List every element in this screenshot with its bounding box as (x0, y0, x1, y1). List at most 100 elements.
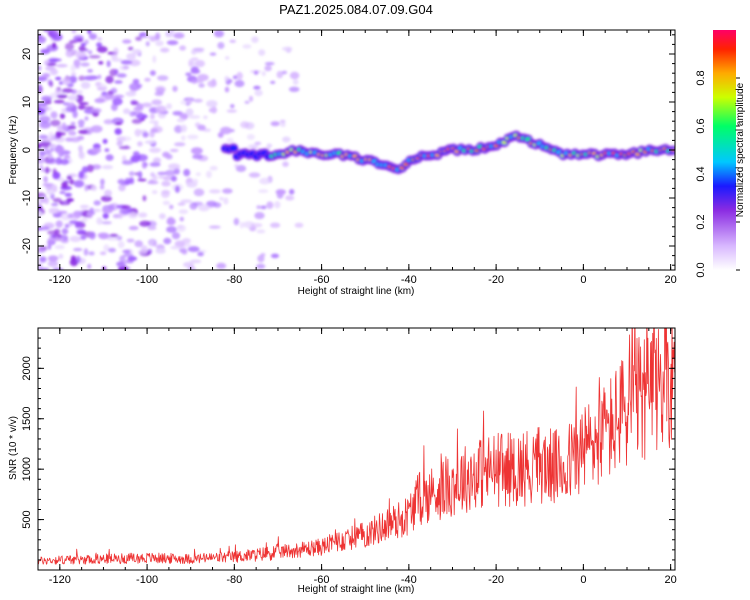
noise-blob (250, 145, 257, 150)
noise-blob (174, 125, 183, 134)
noise-blob (49, 143, 56, 147)
noise-blob (223, 197, 229, 205)
noise-blob (185, 72, 192, 77)
noise-blob (140, 245, 148, 253)
noise-blob (75, 255, 81, 263)
spectrogram-ridge (220, 130, 675, 175)
noise-blob (41, 95, 52, 102)
noise-blob (174, 240, 185, 248)
colorbar-tick-label: 0.8 (695, 70, 707, 85)
noise-blob (51, 202, 59, 207)
noise-blob (48, 153, 53, 159)
noise-blob (73, 59, 81, 67)
noise-blob (123, 253, 134, 258)
noise-blob (209, 189, 221, 194)
noise-blob (100, 178, 105, 186)
noise-blob (207, 80, 217, 88)
noise-blob (121, 160, 134, 165)
noise-blob (88, 251, 95, 256)
noise-blob (47, 260, 59, 267)
noise-blob (71, 30, 77, 34)
noise-blob (193, 98, 203, 103)
noise-blob (188, 115, 201, 119)
snr-y-ticks: 500 1000 1500 2000 (21, 327, 675, 571)
noise-blob (179, 216, 184, 222)
noise-blob (38, 262, 43, 269)
noise-blob (38, 107, 46, 115)
noise-blob (56, 63, 68, 68)
noise-blob (144, 77, 151, 82)
noise-blob (203, 115, 208, 120)
noise-blob (150, 128, 159, 133)
noise-blob (97, 74, 102, 80)
noise-blob (78, 102, 89, 106)
y-tick-label: 10 (21, 96, 33, 108)
noise-blob (137, 178, 147, 182)
noise-blob (234, 164, 239, 168)
noise-blob (187, 265, 196, 270)
noise-blob (49, 81, 54, 88)
noise-blob (38, 247, 46, 253)
noise-blob (192, 154, 204, 160)
noise-blob (42, 198, 49, 203)
noise-blob (80, 62, 90, 67)
snr-series-line (38, 328, 675, 565)
snr-x-ticks: -120 -100 -80 -60 -40 -20 0 20 (37, 328, 677, 586)
noise-blob (282, 161, 289, 167)
noise-blob (151, 190, 158, 195)
noise-blob (113, 68, 119, 75)
noise-blob (106, 60, 111, 68)
noise-blob (281, 46, 293, 51)
noise-blob (126, 207, 133, 212)
noise-blob (217, 42, 225, 49)
noise-blob (139, 220, 151, 227)
noise-blob (197, 251, 204, 257)
noise-blob (55, 88, 61, 95)
noise-blob (47, 230, 58, 235)
noise-blob (73, 180, 85, 188)
noise-blob (48, 30, 56, 38)
noise-blob (190, 66, 199, 73)
noise-blob (289, 71, 300, 80)
noise-blob (87, 30, 92, 35)
noise-blob (254, 212, 265, 220)
noise-blob (45, 185, 54, 190)
noise-blob (126, 238, 135, 243)
noise-blob (141, 102, 153, 108)
noise-blob (239, 221, 244, 229)
noise-blob (38, 267, 50, 270)
noise-blob (64, 42, 75, 51)
noise-blob (116, 73, 127, 78)
noise-blob (122, 39, 132, 44)
noise-blob (253, 70, 259, 75)
noise-blob (279, 119, 286, 123)
noise-blob (168, 163, 181, 170)
noise-blob (38, 201, 42, 207)
noise-blob (38, 115, 51, 124)
noise-blob (125, 91, 137, 97)
noise-blob (60, 213, 72, 221)
noise-blob (62, 77, 71, 85)
colorbar-label: Normalized spectral amplitude (735, 82, 746, 217)
y-tick-label: 20 (21, 48, 33, 60)
noise-blob (77, 90, 83, 94)
noise-blob (64, 192, 73, 197)
noise-blob (98, 232, 110, 240)
noise-blob (46, 158, 59, 164)
x-tick-label: -120 (49, 274, 71, 286)
noise-blob (141, 34, 151, 39)
noise-blob (104, 189, 112, 197)
noise-blob (77, 229, 86, 235)
noise-blob (190, 57, 199, 61)
noise-blob (114, 128, 122, 135)
noise-blob (56, 94, 68, 99)
noise-blob (122, 249, 131, 254)
noise-blob (79, 204, 90, 209)
noise-blob (53, 99, 65, 104)
noise-blob (226, 109, 237, 113)
noise-blob (248, 172, 261, 178)
noise-blob (94, 98, 106, 104)
noise-blob (127, 256, 138, 261)
noise-blob (179, 45, 187, 51)
